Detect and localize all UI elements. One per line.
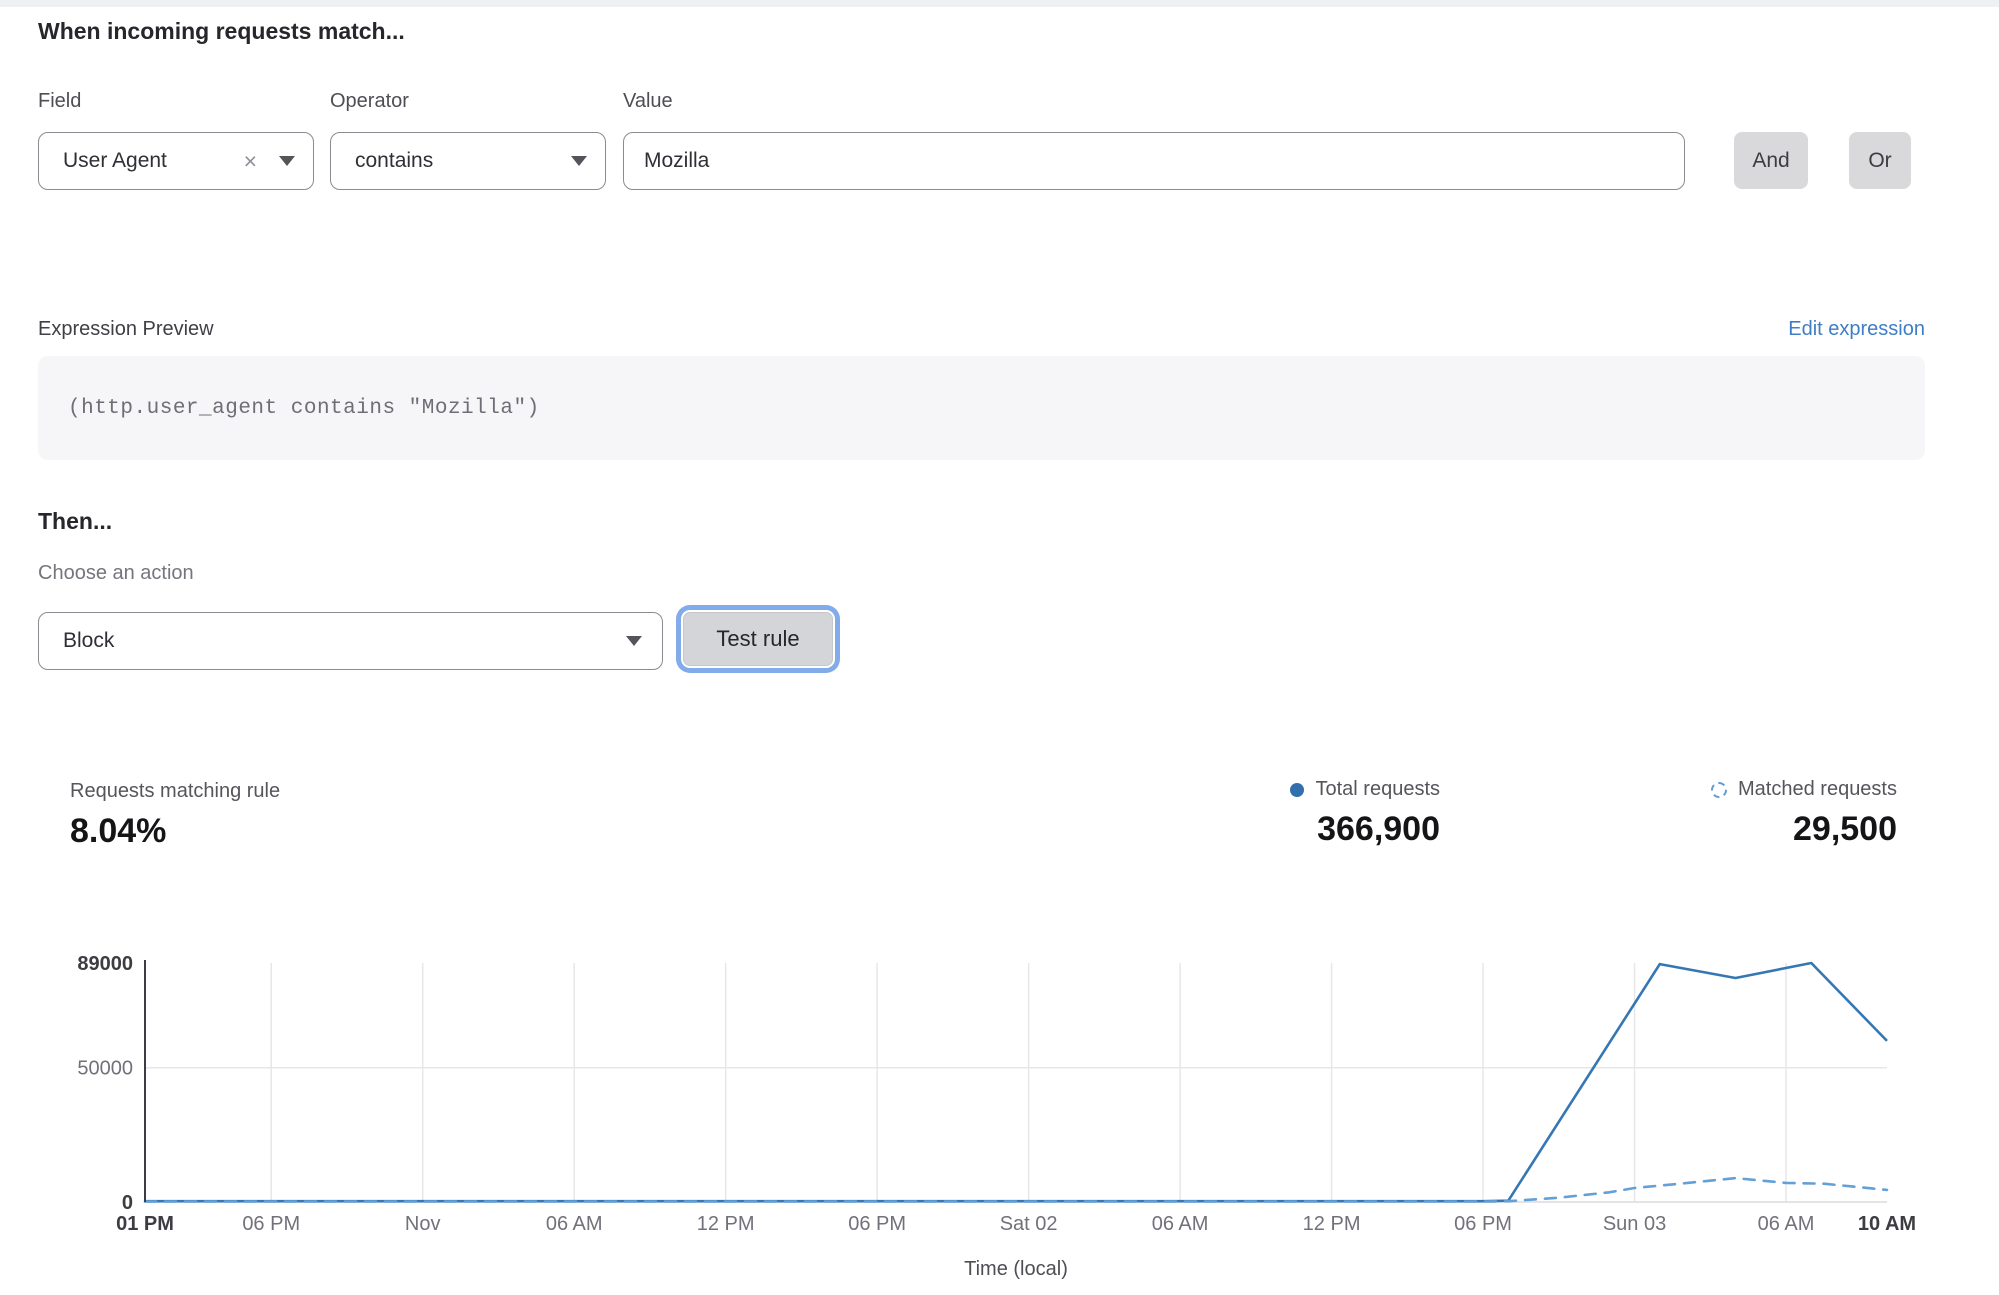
operator-label: Operator — [330, 90, 409, 112]
svg-text:06 PM: 06 PM — [848, 1213, 906, 1235]
svg-text:06 PM: 06 PM — [242, 1213, 300, 1235]
matching-rule-label: Requests matching rule — [70, 780, 281, 802]
field-select-value: User Agent — [63, 149, 167, 172]
total-requests-legend: Total requests 366,900 — [1140, 778, 1440, 849]
svg-text:50000: 50000 — [77, 1058, 133, 1080]
svg-text:12 PM: 12 PM — [1303, 1213, 1361, 1235]
match-heading: When incoming requests match... — [38, 18, 405, 44]
matched-requests-legend: Matched requests 29,500 — [1597, 778, 1897, 849]
solid-dot-icon — [1290, 782, 1305, 797]
svg-text:Sun 03: Sun 03 — [1603, 1213, 1666, 1235]
svg-text:12 PM: 12 PM — [697, 1213, 755, 1235]
matched-requests-value: 29,500 — [1793, 810, 1897, 848]
total-requests-label: Total requests — [1315, 778, 1440, 800]
svg-text:06 AM: 06 AM — [546, 1213, 603, 1235]
requests-time-series-chart: 89000 50000 001 PM 06 PM Nov 06 AM 12 PM 06 PM S… — [77, 953, 1916, 1280]
svg-text:06 AM: 06 AM — [1758, 1213, 1815, 1235]
and-button[interactable]: And — [1734, 132, 1808, 189]
edit-expression-link[interactable]: Edit expression — [1788, 318, 1925, 340]
field-select[interactable]: User Agent × — [38, 132, 314, 190]
svg-text:Time (local): Time (local) — [964, 1258, 1068, 1280]
expression-preview-box: (http.user_agent contains "Mozilla") — [38, 356, 1925, 460]
chevron-down-icon[interactable] — [626, 636, 642, 646]
svg-text:01 PM: 01 PM — [116, 1213, 174, 1235]
matched-requests-label: Matched requests — [1738, 778, 1897, 800]
dashed-circle-icon — [1711, 781, 1728, 798]
choose-action-label: Choose an action — [38, 562, 194, 584]
svg-text:06 AM: 06 AM — [1152, 1213, 1209, 1235]
test-rule-button[interactable]: Test rule — [683, 612, 833, 666]
chevron-down-icon[interactable] — [571, 156, 587, 166]
svg-text:10 AM: 10 AM — [1858, 1213, 1916, 1235]
value-input[interactable] — [623, 132, 1685, 190]
svg-text:0: 0 — [122, 1192, 133, 1214]
svg-text:06 PM: 06 PM — [1454, 1213, 1512, 1235]
or-button[interactable]: Or — [1849, 132, 1911, 189]
operator-select[interactable]: contains — [330, 132, 606, 190]
top-divider — [0, 0, 1999, 7]
svg-text:Sat 02: Sat 02 — [1000, 1213, 1058, 1235]
clear-icon[interactable]: × — [243, 147, 257, 174]
operator-select-value: contains — [355, 149, 434, 172]
action-select-value: Block — [63, 629, 115, 652]
matching-rule-value: 8.04% — [70, 812, 167, 850]
chevron-down-icon[interactable] — [279, 156, 295, 166]
expression-code: (http.user_agent contains "Mozilla") — [68, 396, 540, 420]
svg-text:89000: 89000 — [77, 953, 133, 975]
value-label: Value — [623, 90, 673, 112]
field-label: Field — [38, 90, 82, 112]
total-requests-value: 366,900 — [1317, 810, 1440, 848]
expression-preview-label: Expression Preview — [38, 318, 214, 340]
then-heading: Then... — [38, 508, 113, 534]
action-select[interactable]: Block — [38, 612, 663, 670]
svg-text:Nov: Nov — [405, 1213, 441, 1235]
